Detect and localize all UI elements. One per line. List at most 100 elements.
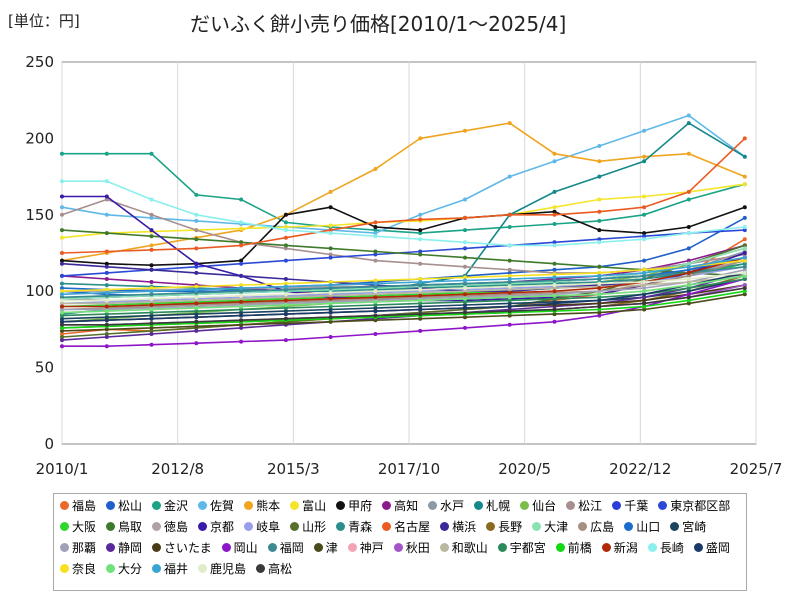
data-point — [328, 301, 333, 306]
data-point — [552, 189, 557, 194]
data-point — [463, 289, 467, 294]
legend-label: 静岡 — [118, 541, 143, 555]
data-point — [507, 273, 512, 278]
unit-label: [単位：円] — [8, 12, 80, 30]
data-point — [104, 194, 109, 199]
data-point — [597, 292, 602, 297]
legend-item: 金沢 — [152, 497, 188, 514]
series-lines — [60, 113, 747, 349]
data-point — [642, 295, 647, 300]
data-point — [239, 197, 244, 202]
data-point — [194, 324, 199, 329]
x-tick-label: 2010/1 — [36, 460, 89, 478]
legend-marker-icon — [152, 501, 162, 510]
data-point — [328, 283, 333, 288]
data-point — [149, 321, 154, 326]
legend-label: 徳島 — [164, 520, 189, 534]
data-point — [373, 309, 378, 314]
legend-label: 秋田 — [405, 541, 430, 555]
data-point — [328, 293, 333, 298]
data-point — [104, 309, 109, 314]
data-point — [283, 303, 288, 307]
series-line — [62, 152, 746, 234]
data-point — [60, 281, 64, 286]
legend-label: 京都 — [210, 520, 235, 534]
data-point — [552, 307, 557, 312]
data-point — [597, 295, 602, 300]
data-point — [373, 295, 378, 300]
legend-marker-icon — [106, 543, 116, 552]
data-point — [149, 247, 154, 252]
legend-marker-icon — [60, 501, 69, 510]
data-point — [418, 293, 423, 298]
data-point — [463, 325, 467, 330]
data-point — [507, 304, 512, 309]
data-point — [60, 328, 64, 333]
legend-item: 岡山 — [221, 539, 258, 556]
legend-marker-icon — [152, 543, 162, 552]
data-point — [239, 313, 244, 318]
data-point — [507, 295, 512, 300]
data-point — [418, 316, 423, 321]
legend-marker-icon — [244, 522, 254, 531]
data-point — [239, 243, 244, 248]
data-point — [104, 290, 109, 295]
data-point — [686, 267, 691, 272]
data-point — [507, 277, 512, 281]
data-point — [552, 272, 557, 277]
legend-item: 高知 — [382, 497, 418, 514]
data-point — [597, 159, 602, 164]
legend-item: 長野 — [486, 518, 522, 535]
data-point — [418, 301, 423, 306]
data-point — [552, 212, 557, 217]
data-point — [373, 281, 378, 286]
data-point — [373, 303, 378, 307]
data-point — [104, 277, 109, 281]
legend-marker-icon — [336, 501, 346, 510]
data-point — [104, 212, 109, 217]
data-point — [742, 243, 747, 248]
data-point — [239, 289, 244, 294]
legend-item: 鹿児島 — [198, 560, 246, 577]
series-line — [61, 278, 745, 317]
data-point — [742, 251, 747, 255]
series-line — [61, 293, 745, 332]
data-point — [642, 154, 647, 159]
data-point — [742, 277, 747, 281]
data-point — [742, 237, 747, 242]
data-point — [418, 136, 423, 141]
data-point — [742, 225, 747, 229]
data-point — [149, 342, 154, 347]
data-point — [552, 267, 557, 272]
data-point — [686, 270, 691, 275]
legend-item: 秋田 — [393, 539, 430, 556]
data-point — [104, 304, 109, 309]
data-point — [686, 280, 691, 284]
data-point — [642, 277, 647, 281]
data-point — [642, 267, 647, 272]
legend-label: さいたま — [164, 541, 212, 555]
legend-label: 福井 — [164, 562, 189, 576]
legend-marker-icon — [658, 501, 668, 510]
data-point — [149, 316, 154, 321]
series-line — [62, 180, 745, 247]
data-point — [686, 264, 691, 269]
legend-label: 富山 — [302, 499, 327, 513]
data-point — [418, 237, 423, 242]
data-point — [149, 328, 154, 333]
data-point — [149, 325, 154, 330]
data-point — [418, 328, 423, 333]
data-point — [60, 316, 64, 321]
data-point — [597, 237, 602, 242]
data-point — [373, 234, 378, 239]
data-point — [463, 275, 467, 280]
data-point — [552, 151, 557, 156]
legend-item: 広島 — [578, 518, 614, 535]
y-tick-label: 0 — [44, 435, 54, 453]
data-point — [373, 332, 378, 336]
data-point — [194, 284, 199, 289]
legend-label: 松山 — [118, 499, 143, 513]
series-line — [61, 275, 745, 314]
legend-item: 横浜 — [440, 518, 476, 535]
legend-label: 長崎 — [659, 541, 684, 555]
